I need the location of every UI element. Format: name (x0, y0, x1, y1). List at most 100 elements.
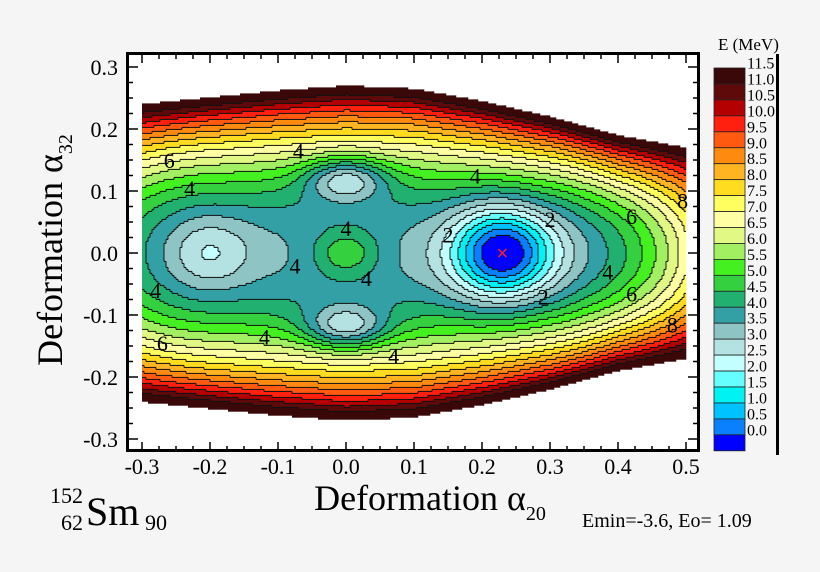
contour-band-cell (328, 255, 365, 258)
contour-band-cell (264, 227, 329, 230)
contour-line-segment (247, 205, 249, 208)
contour-line-segment (351, 127, 353, 130)
contour-line-segment (238, 236, 240, 238)
contour-band-cell (530, 257, 539, 260)
contour-band-cell (456, 271, 467, 274)
contour-line-segment (520, 182, 532, 184)
contour-line-segment (316, 188, 318, 190)
contour-line-segment (579, 229, 581, 232)
contour-band-cell (446, 235, 457, 238)
contour-band-cell (552, 127, 569, 130)
contour-line-segment (301, 101, 303, 104)
contour-line-segment (670, 222, 672, 224)
contour-band-cell (338, 201, 355, 204)
contour-band-cell (306, 129, 409, 132)
contour-band-cell (314, 243, 333, 246)
contour-band-cell (356, 191, 375, 194)
contour-band-cell (142, 375, 173, 378)
contour-band-cell (588, 241, 607, 244)
contour-band-cell (656, 315, 671, 318)
contour-line-segment (618, 204, 622, 206)
contour-band-cell (626, 283, 643, 286)
contour-line-segment (535, 209, 537, 212)
contour-band-cell (634, 355, 655, 358)
contour-band-cell (520, 347, 555, 350)
contour-line-segment (526, 158, 538, 160)
contour-band-cell (668, 347, 687, 350)
contour-band-cell (228, 409, 329, 412)
contour-line-segment (163, 135, 165, 138)
contour-line-segment (636, 204, 640, 206)
contour-line-segment (219, 129, 221, 132)
contour-band-cell (164, 251, 181, 254)
contour-line-segment (204, 226, 218, 228)
contour-line-segment (421, 177, 423, 180)
contour-line-segment (653, 195, 655, 198)
contour-band-cell (210, 379, 283, 382)
contour-line-segment (539, 211, 541, 214)
contour-band-cell (296, 169, 311, 172)
contour-band-cell (266, 351, 317, 354)
contour-line-segment (155, 193, 157, 196)
contour-band-cell (428, 243, 443, 246)
contour-line-segment (357, 115, 359, 118)
contour-band-cell (516, 329, 557, 332)
contour-line-segment (345, 93, 347, 96)
contour-band-cell (328, 163, 367, 166)
contour-band-cell (578, 289, 601, 292)
contour-band-cell (678, 339, 687, 342)
contour-line-segment (317, 191, 319, 194)
contour-band-cell (454, 289, 469, 292)
contour-line-segment (400, 238, 402, 240)
contour-line-segment (450, 118, 462, 120)
contour-line-segment (602, 188, 606, 190)
contour-band-cell (160, 101, 243, 104)
contour-line-segment (282, 186, 286, 188)
contour-band-cell (146, 197, 179, 200)
contour-line-segment (406, 230, 408, 232)
contour-band-cell (182, 185, 287, 188)
contour-line-segment (405, 231, 407, 234)
contour-band-cell (596, 193, 617, 196)
contour-band-cell (680, 349, 687, 352)
contour-band-cell (564, 327, 589, 330)
contour-line-segment (338, 144, 356, 146)
contour-band-cell (476, 377, 505, 380)
contour-band-cell (544, 291, 559, 294)
contour-band-cell (538, 231, 547, 234)
contour-band-cell (468, 241, 477, 244)
contour-line-segment (424, 138, 438, 140)
contour-line-segment (199, 105, 201, 108)
contour-line-segment (454, 142, 470, 144)
contour-band-cell (330, 179, 363, 182)
contour-line-segment (475, 211, 477, 214)
contour-band-cell (142, 309, 153, 312)
contour-band-cell (648, 311, 665, 314)
contour-line-segment (672, 226, 674, 228)
contour-band-cell (508, 275, 525, 278)
contour-line-segment (633, 229, 635, 232)
contour-band-cell (678, 301, 687, 304)
contour-band-cell (602, 323, 621, 326)
contour-band-cell (152, 309, 191, 312)
contour-band-cell (666, 261, 679, 264)
contour-band-cell (500, 147, 535, 150)
contour-band-cell (394, 199, 443, 202)
contour-line-segment (665, 161, 667, 164)
contour-band-cell (414, 225, 441, 228)
contour-line-segment (560, 170, 570, 172)
contour-band-cell (304, 189, 319, 192)
contour-band-cell (426, 119, 463, 122)
contour-line-segment (439, 225, 441, 228)
contour-line-segment (279, 137, 281, 140)
contour-band-cell (142, 205, 159, 208)
contour-line-segment (544, 214, 548, 216)
contour-band-cell (204, 347, 295, 350)
contour-band-cell (142, 225, 157, 228)
contour-band-cell (204, 257, 217, 260)
contour-line-segment (678, 178, 682, 180)
contour-band-cell (474, 249, 483, 252)
contour-line-segment (187, 121, 189, 124)
contour-line-segment (286, 164, 294, 166)
contour-band-cell (196, 137, 281, 140)
